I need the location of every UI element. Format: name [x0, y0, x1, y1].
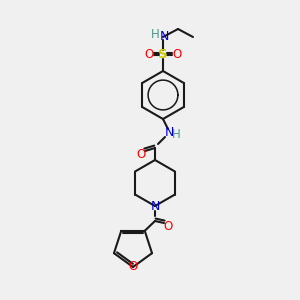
Text: O: O: [172, 47, 182, 61]
Text: O: O: [164, 220, 172, 233]
Text: O: O: [144, 47, 154, 61]
Text: H: H: [172, 128, 180, 140]
Text: S: S: [158, 47, 168, 61]
Text: O: O: [136, 148, 146, 161]
Text: O: O: [128, 260, 138, 274]
Text: N: N: [164, 127, 174, 140]
Text: N: N: [150, 200, 160, 214]
Text: H: H: [151, 28, 159, 40]
Text: N: N: [159, 31, 169, 44]
